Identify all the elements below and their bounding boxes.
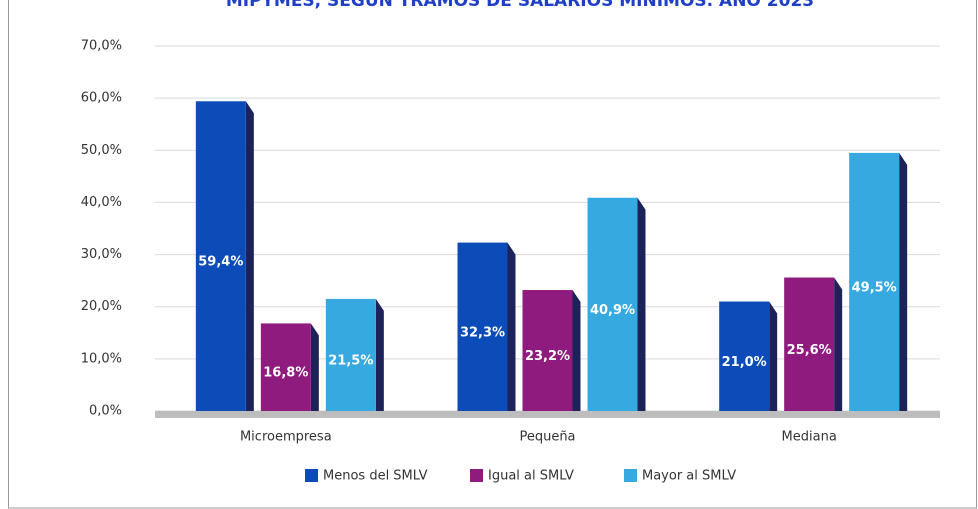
- y-tick-label: 30,0%: [81, 247, 122, 262]
- bar-side: [507, 242, 516, 411]
- bar: [849, 152, 908, 411]
- legend-swatch: [470, 469, 483, 482]
- bar: [522, 290, 581, 411]
- bar: [195, 101, 254, 412]
- bar-side: [310, 323, 319, 411]
- y-tick-label: 70,0%: [81, 39, 122, 54]
- bar-face: [195, 101, 246, 412]
- y-tick-label: 40,0%: [81, 195, 122, 210]
- data-label: 21,0%: [722, 355, 767, 370]
- data-label: 23,2%: [525, 349, 570, 364]
- data-label: 16,8%: [263, 366, 308, 381]
- data-label: 59,4%: [198, 255, 243, 270]
- x-tick-label: Microempresa: [240, 430, 332, 445]
- bar: [587, 197, 646, 411]
- frame: [8, 0, 977, 509]
- data-label: 21,5%: [328, 353, 373, 368]
- bar: [719, 301, 778, 411]
- y-tick-label: 50,0%: [81, 143, 122, 158]
- bar: [325, 298, 384, 411]
- bar-side: [572, 290, 581, 411]
- y-tick-label: 20,0%: [81, 299, 122, 314]
- y-tick-label: 10,0%: [81, 351, 122, 366]
- legend-label: Menos del SMLV: [323, 469, 428, 484]
- y-tick-label: 60,0%: [81, 91, 122, 106]
- legend-swatch: [305, 469, 318, 482]
- legend-swatch: [624, 469, 637, 482]
- bar: [784, 277, 843, 411]
- bar-face: [849, 152, 900, 411]
- bar-face: [719, 301, 770, 411]
- data-label: 32,3%: [460, 325, 505, 340]
- legend-label: Igual al SMLV: [488, 469, 574, 484]
- bar-face: [522, 290, 573, 411]
- bar-side: [769, 301, 778, 411]
- bar-face: [784, 277, 835, 411]
- data-label: 25,6%: [787, 343, 832, 358]
- bar-face: [325, 298, 376, 411]
- bar-face: [587, 197, 638, 411]
- bar: [260, 323, 319, 411]
- bar-face: [457, 242, 508, 411]
- data-label: 40,9%: [590, 303, 635, 318]
- bar-side: [375, 298, 384, 411]
- bar-side: [637, 197, 646, 411]
- bar-side: [245, 101, 254, 412]
- legend-label: Mayor al SMLV: [642, 469, 736, 484]
- floor: [155, 411, 940, 418]
- bar-side: [834, 277, 843, 411]
- bar: [457, 242, 516, 411]
- bar-side: [899, 152, 908, 411]
- data-label: 49,5%: [852, 280, 897, 295]
- chart-title: MIPYMES, SEGÚN TRAMOS DE SALARIOS MÍNIMO…: [226, 0, 814, 11]
- x-tick-label: Pequeña: [519, 430, 575, 445]
- x-tick-label: Mediana: [782, 430, 837, 445]
- y-tick-label: 0,0%: [89, 404, 122, 419]
- bar-face: [260, 323, 311, 411]
